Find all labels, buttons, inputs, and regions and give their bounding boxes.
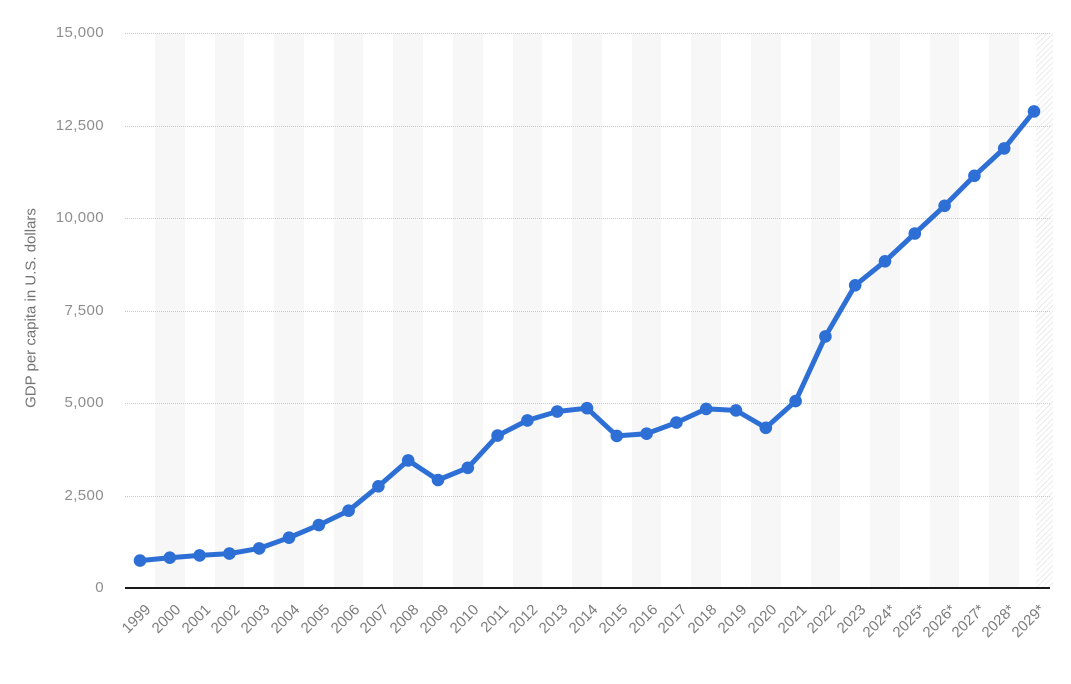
data-point-1999[interactable] xyxy=(133,554,147,567)
data-point-2021[interactable] xyxy=(789,394,802,408)
data-point-2025[interactable] xyxy=(908,227,922,240)
data-point-2020[interactable] xyxy=(759,421,773,435)
data-point-2003[interactable] xyxy=(252,542,266,555)
data-point-2013[interactable] xyxy=(550,405,564,418)
data-point-2011[interactable] xyxy=(491,429,504,442)
data-point-2005[interactable] xyxy=(312,518,326,532)
data-point-2002[interactable] xyxy=(223,547,236,560)
data-point-2023[interactable] xyxy=(848,279,862,292)
data-point-2006[interactable] xyxy=(342,504,355,517)
data-point-2018[interactable] xyxy=(699,402,713,416)
data-point-2017[interactable] xyxy=(670,416,683,429)
data-point-2004[interactable] xyxy=(282,531,296,544)
data-point-2007[interactable] xyxy=(372,480,385,493)
data-point-2016[interactable] xyxy=(640,427,653,441)
data-point-2022[interactable] xyxy=(819,330,832,343)
y-tick-label-12500: 12,500 xyxy=(55,116,104,134)
data-point-2010[interactable] xyxy=(461,461,475,475)
gridline-10000 xyxy=(125,218,1050,219)
y-tick-label-5000: 5,000 xyxy=(64,394,104,411)
data-point-2014[interactable] xyxy=(580,401,594,415)
y-tick-label-2500: 2,500 xyxy=(64,486,104,504)
data-point-2001[interactable] xyxy=(193,549,206,562)
data-point-2009[interactable] xyxy=(431,473,445,487)
y-tick-label-15000: 15,000 xyxy=(55,24,104,41)
data-point-2000[interactable] xyxy=(163,551,177,564)
gridline-12500 xyxy=(125,125,1050,127)
data-point-2024[interactable] xyxy=(878,254,892,268)
data-point-2012[interactable] xyxy=(521,414,534,427)
y-tick-label-7500: 7,500 xyxy=(64,301,104,319)
x-axis-baseline xyxy=(125,587,1050,589)
data-point-2028[interactable] xyxy=(997,142,1011,155)
data-point-2027[interactable] xyxy=(968,169,981,183)
data-point-2019[interactable] xyxy=(729,404,743,417)
gridline-7500 xyxy=(125,310,1050,312)
gridline-15000 xyxy=(125,33,1050,34)
y-tick-label-10000: 10,000 xyxy=(55,209,104,226)
data-point-2008[interactable] xyxy=(401,454,415,467)
gridline-2500 xyxy=(125,495,1050,497)
data-point-2026[interactable] xyxy=(938,199,951,213)
data-point-2015[interactable] xyxy=(610,429,624,443)
y-tick-label-0: 0 xyxy=(95,579,104,596)
data-point-2029[interactable] xyxy=(1027,105,1041,118)
line-series-path xyxy=(137,108,1037,564)
